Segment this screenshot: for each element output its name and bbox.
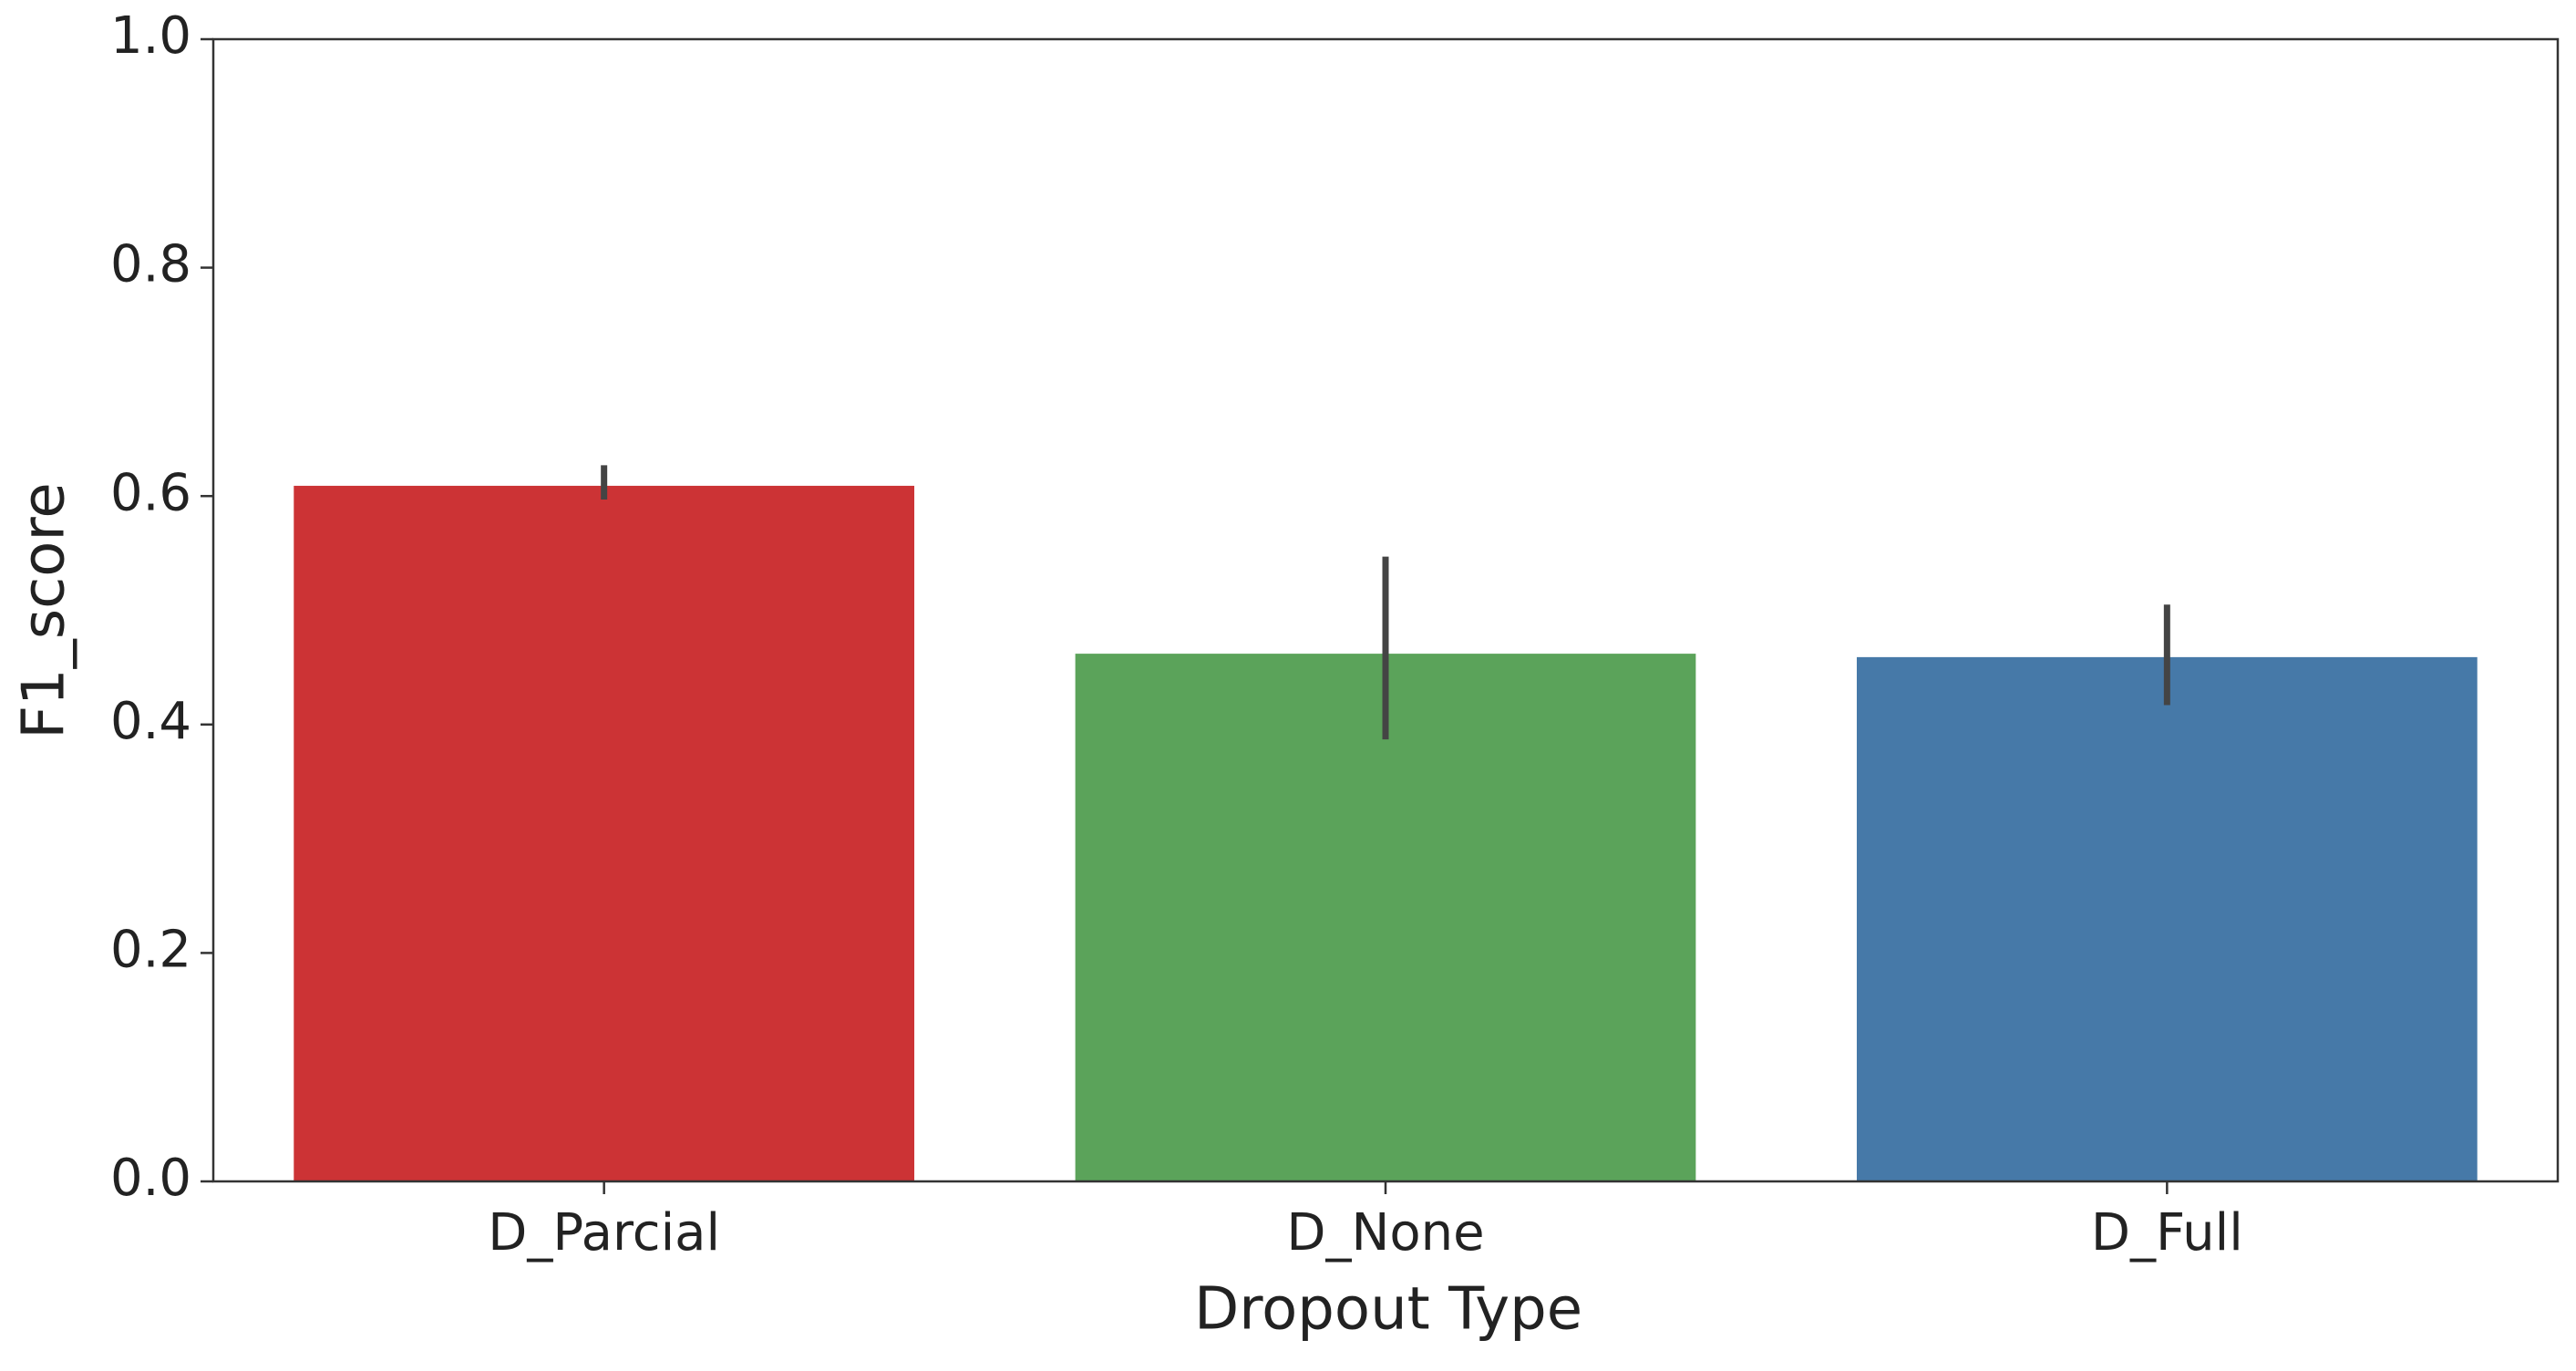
x-tick-label: D_None [1286,1203,1484,1263]
y-tick-label: 0.4 [110,692,191,751]
x-axis-label: Dropout Type [1194,1276,1582,1344]
bar [1075,654,1696,1181]
y-axis-label: F1_score [11,482,78,739]
y-tick-label: 0.8 [110,235,191,294]
x-tick-label: D_Full [2091,1203,2243,1263]
y-tick-label: 0.0 [110,1149,191,1208]
y-tick-label: 0.2 [110,921,191,980]
y-tick-label: 0.6 [110,463,191,522]
bar [294,485,915,1181]
bar [1856,656,2478,1181]
x-tick-label: D_Parcial [488,1203,720,1263]
plot-frame [211,37,2560,1183]
y-tick-label: 1.0 [110,6,191,66]
